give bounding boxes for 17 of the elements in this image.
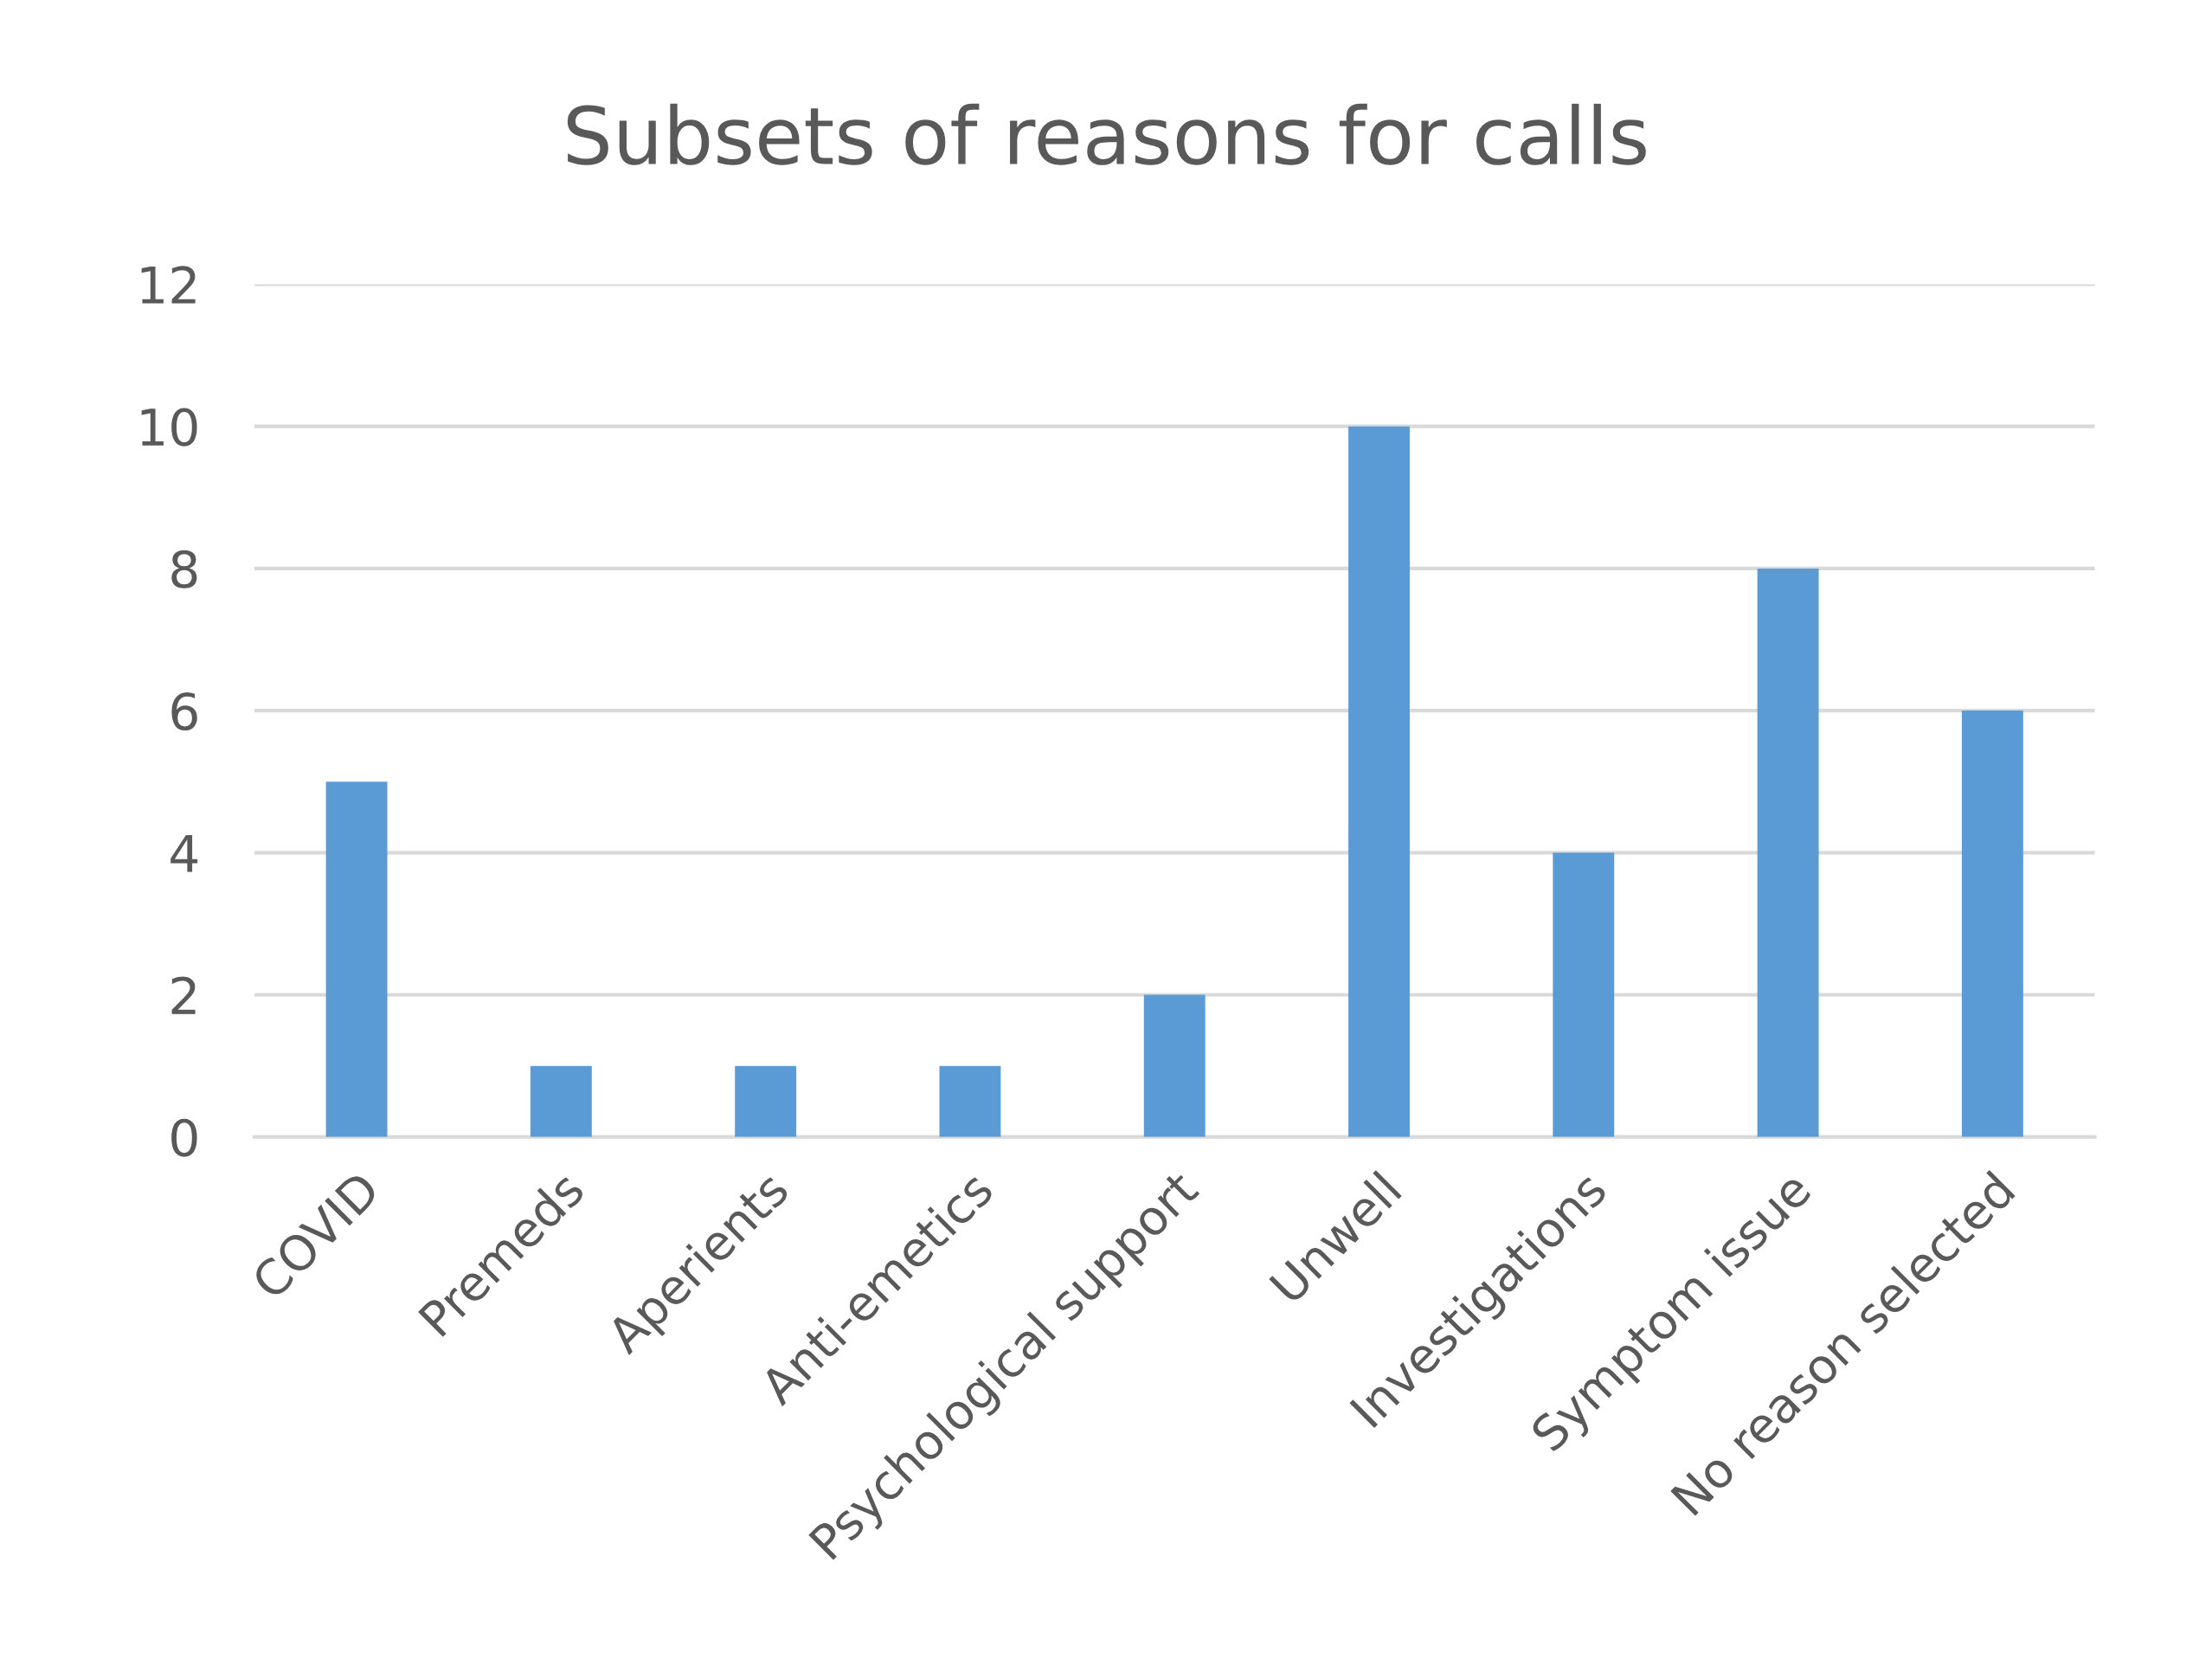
y-tick-label: 6 (171, 691, 197, 731)
bar (1143, 994, 1206, 1137)
bar (1757, 568, 1819, 1137)
y-tick-label: 4 (170, 834, 198, 872)
y-tick-label: 0 (171, 1118, 197, 1157)
y-tick-label: 8 (171, 550, 197, 588)
bar (530, 1065, 592, 1137)
bar (1348, 426, 1410, 1137)
y-tick-label: 2 (171, 976, 196, 1014)
bar (325, 781, 388, 1137)
bar (735, 1065, 797, 1137)
y-tick-label: 12 (141, 266, 196, 304)
bar (939, 1065, 1001, 1137)
bar (1961, 711, 2023, 1137)
y-tick-label: 10 (141, 408, 197, 447)
bar (1553, 852, 1615, 1137)
chart-title: Subsets of reasons for calls (567, 103, 1646, 165)
